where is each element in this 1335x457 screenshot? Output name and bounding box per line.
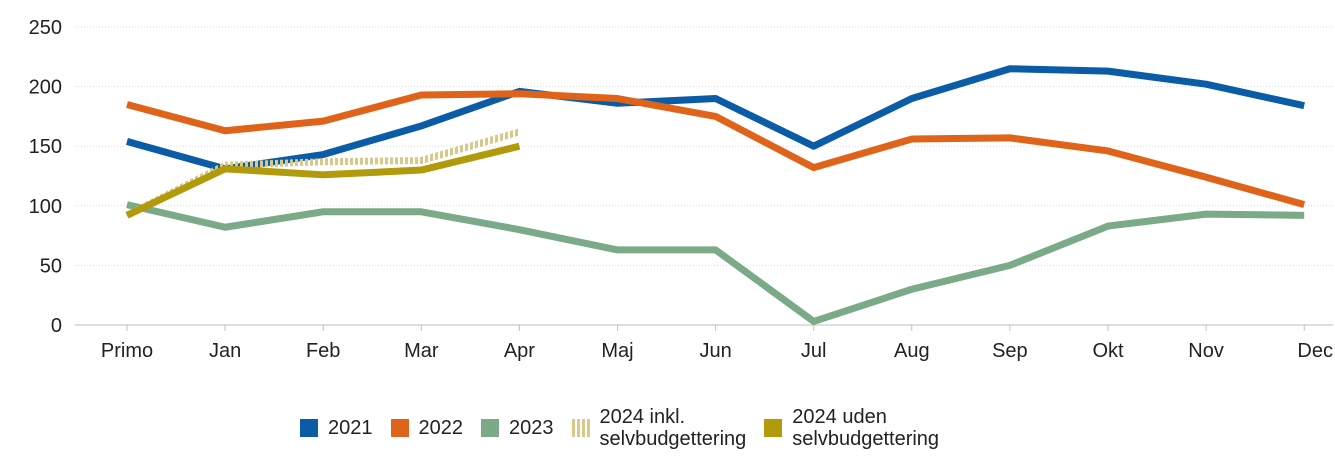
y-tick-label: 250 bbox=[29, 17, 62, 39]
legend-swatch bbox=[571, 418, 590, 437]
x-tick-label: Primo bbox=[101, 340, 153, 362]
series-line-2023 bbox=[126, 201, 1305, 325]
x-tick-label: Nov bbox=[1188, 340, 1224, 362]
x-tick-label: Maj bbox=[601, 340, 633, 362]
x-tick-label: Okt bbox=[1092, 340, 1124, 362]
series-lines bbox=[125, 65, 1306, 325]
legend-label: 2024 uden selvbudgettering bbox=[792, 405, 940, 450]
line-chart: 0 50 100 150 200 250 Primo Jan Feb Mar Apr Maj Jun J… bbox=[29, 17, 1333, 362]
legend-label: 2024 inkl. selvbudgettering bbox=[599, 405, 747, 450]
legend-label: 2021 bbox=[328, 416, 373, 439]
x-tick-label: Jul bbox=[801, 340, 827, 362]
y-tick-label: 50 bbox=[40, 255, 62, 277]
legend-swatch bbox=[764, 418, 783, 437]
legend-item: 2023 bbox=[481, 417, 554, 439]
x-tick-label: Jun bbox=[699, 340, 731, 362]
legend-swatch bbox=[300, 418, 318, 437]
x-tick-label: Sep bbox=[992, 340, 1028, 362]
legend-item: 2024 uden selvbudgettering bbox=[764, 406, 939, 450]
y-tick-label: 200 bbox=[29, 77, 62, 99]
y-tick-label: 0 bbox=[51, 315, 62, 337]
x-tick-label: Apr bbox=[504, 340, 535, 362]
x-tick-label: Jan bbox=[209, 340, 241, 362]
legend-item: 2022 bbox=[390, 416, 464, 439]
y-tick-label: 150 bbox=[29, 136, 62, 158]
legend-swatch bbox=[390, 418, 409, 437]
x-tick-label: Feb bbox=[306, 340, 340, 362]
legend-item: 2024 inkl. selvbudgettering bbox=[571, 405, 747, 450]
x-tick-label: Mar bbox=[404, 340, 439, 362]
legend-swatch bbox=[481, 418, 499, 437]
x-tick-label: Dec bbox=[1297, 340, 1333, 362]
legend-item: 2021 bbox=[300, 417, 373, 439]
x-axis: Primo Jan Feb Mar Apr Maj Jun Jul Aug Sep Okt Nov De… bbox=[75, 324, 1333, 362]
gridlines bbox=[75, 26, 1333, 266]
chart-legend: 2021 2022 2023 2024 inkl. selvbudgettering 2… bbox=[300, 398, 939, 457]
legend-label: 2022 bbox=[418, 416, 464, 439]
series-line-2021 bbox=[126, 65, 1305, 173]
x-tick-label: Aug bbox=[894, 340, 930, 362]
series-line-2022 bbox=[126, 90, 1306, 208]
legend-label: 2023 bbox=[509, 416, 554, 439]
y-tick-label: 100 bbox=[29, 196, 62, 218]
y-axis-ticks: 0 50 100 150 200 250 bbox=[29, 17, 62, 337]
series-line-2024-uden-uden bbox=[125, 142, 521, 219]
